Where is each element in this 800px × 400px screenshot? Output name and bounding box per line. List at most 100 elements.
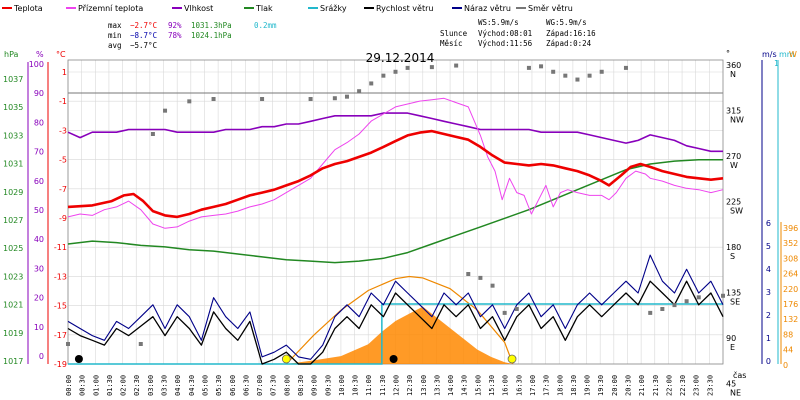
temperature-axis-unit: °C xyxy=(56,50,66,59)
x-tick-label: 20:30 xyxy=(624,375,632,396)
wind-direction-point xyxy=(369,81,374,86)
stats-min-label: min xyxy=(108,31,122,40)
stats-rain: 0.2mm xyxy=(254,21,277,30)
solar-tick: 308 xyxy=(783,254,798,263)
direction-tick-deg: 225 xyxy=(726,198,741,207)
solar-tick: 0 xyxy=(783,361,788,370)
wind-direction-point xyxy=(332,96,337,101)
pressure-tick: 1027 xyxy=(3,216,23,225)
wind-direction-point xyxy=(526,65,531,70)
legend-label: Směr větru xyxy=(528,4,573,13)
stats-moonrise: Východ:11:56 xyxy=(478,39,533,48)
wind-direction-point xyxy=(478,275,483,280)
moonset-marker xyxy=(74,355,83,363)
precipitation-line xyxy=(68,303,723,365)
wind-tick: 6 xyxy=(766,219,771,228)
chart-title: 29.12.2014 xyxy=(366,51,435,65)
x-tick-label: 12:00 xyxy=(393,375,401,396)
x-tick-label: 02:00 xyxy=(120,375,128,396)
x-tick-label: 04:00 xyxy=(174,375,182,396)
wind-direction-point xyxy=(429,65,434,70)
x-tick-label: 05:30 xyxy=(215,375,223,396)
wind-tick: 1 xyxy=(766,334,771,343)
stats-wg: WG:5.9m/s xyxy=(546,18,587,27)
stats-max-temp: −2.7°C xyxy=(130,21,157,30)
x-tick-label: 13:00 xyxy=(420,375,428,396)
pressure-tick: 1025 xyxy=(3,244,23,253)
x-tick-label: 17:00 xyxy=(529,375,537,396)
wind-tick: 3 xyxy=(766,288,771,297)
solar-tick: 396 xyxy=(783,224,798,233)
humidity-tick: 50 xyxy=(34,206,44,215)
pressure-tick: 1021 xyxy=(3,301,23,310)
x-tick-label: 02:30 xyxy=(133,375,141,396)
direction-tick-label: SW xyxy=(730,207,743,216)
x-tick-label: 21:00 xyxy=(638,375,646,396)
wind-direction-point xyxy=(211,97,216,101)
direction-tick-deg: 360 xyxy=(726,61,741,70)
wind-direction-point xyxy=(466,272,471,276)
x-tick-label: 18:30 xyxy=(570,375,578,396)
pressure-axis-unit: hPa xyxy=(4,50,19,59)
humidity-tick: 70 xyxy=(34,148,44,157)
rain-axis-unit: mm xyxy=(779,50,795,59)
sunset-marker xyxy=(507,354,517,364)
wind-direction-point xyxy=(587,73,592,78)
x-tick-label: 10:30 xyxy=(352,375,360,396)
sunrise-marker xyxy=(281,354,291,364)
wind-tick: 5 xyxy=(766,242,771,251)
pressure-tick: 1031 xyxy=(3,160,23,169)
pressure-tick: 1037 xyxy=(3,75,23,84)
pressure-line xyxy=(67,158,723,264)
wind-tick: 4 xyxy=(766,265,771,274)
temperature-tick: -3 xyxy=(59,126,67,135)
x-tick-label: 07:30 xyxy=(270,375,278,396)
humidity-tick: 30 xyxy=(34,264,44,273)
wind-direction-point xyxy=(138,342,143,346)
x-tick-label: 14:30 xyxy=(461,375,469,396)
x-tick-label: 19:30 xyxy=(597,375,605,396)
x-tick-label: 15:00 xyxy=(474,375,482,396)
direction-tick-label: NE xyxy=(730,389,741,398)
stats-ws: WS:5.9m/s xyxy=(478,18,519,27)
x-tick-label: 01:00 xyxy=(92,375,100,396)
wind-direction-point xyxy=(163,108,168,113)
humidity-tick: 80 xyxy=(34,118,44,127)
wind-direction-point xyxy=(648,310,653,315)
wind-direction-point xyxy=(381,73,386,78)
x-tick-label: 15:30 xyxy=(488,375,496,396)
stats-sunrise: Východ:08:01 xyxy=(478,29,532,38)
direction-tick-label: S xyxy=(730,252,735,261)
sun-arc xyxy=(285,275,514,365)
x-tick-label: 06:30 xyxy=(242,375,250,396)
humidity-tick: 60 xyxy=(34,177,44,186)
x-tick-label: 11:30 xyxy=(379,375,387,396)
stats-sun-label: Slunce xyxy=(440,29,468,38)
direction-tick-deg: 90 xyxy=(726,334,736,343)
moonrise-marker xyxy=(389,355,398,363)
x-tick-label: 19:00 xyxy=(584,375,592,396)
x-tick-label: 13:30 xyxy=(433,375,441,396)
x-tick-label: 06:00 xyxy=(229,375,237,396)
legend-label: Vlhkost xyxy=(184,4,213,13)
direction-tick-label: NW xyxy=(730,116,744,125)
temperature-tick: -17 xyxy=(54,331,67,340)
x-tick-label: 00:30 xyxy=(79,375,87,396)
x-tick-label: 08:30 xyxy=(297,375,305,396)
wind-direction-point xyxy=(454,63,459,68)
direction-tick-label: N xyxy=(730,70,736,79)
x-tick-label: 22:30 xyxy=(679,375,687,396)
wind-direction-point xyxy=(357,89,362,94)
wind-direction-point xyxy=(599,69,604,74)
temperature-line xyxy=(67,129,724,219)
wind-direction-point xyxy=(393,69,398,74)
pressure-tick: 1017 xyxy=(3,357,23,366)
temperature-tick: 1 xyxy=(62,68,67,77)
wind-axis-unit: m/s xyxy=(762,50,777,59)
stats-min-temp: −8.7°C xyxy=(130,31,157,40)
x-tick-label: 20:00 xyxy=(611,375,619,396)
x-tick-label: 00:00 xyxy=(65,375,73,396)
wind-direction-point xyxy=(260,97,265,101)
x-tick-label: 11:00 xyxy=(365,375,373,396)
solar-tick: 264 xyxy=(783,270,798,279)
